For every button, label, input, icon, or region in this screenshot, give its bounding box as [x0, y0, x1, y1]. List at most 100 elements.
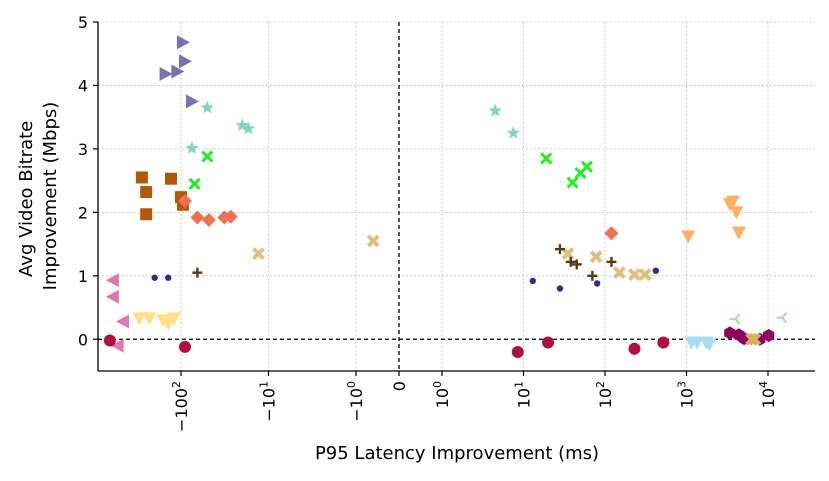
zero-reference-lines — [98, 22, 815, 371]
lightorange-triangle-down-point — [729, 206, 744, 220]
y-tick-label: 3 — [78, 140, 88, 159]
axes — [97, 22, 815, 372]
x-tick-label: −1002 — [170, 381, 191, 432]
y-tick-label: 1 — [78, 267, 88, 286]
series-green-x — [188, 150, 593, 190]
series-tan-plus — [252, 234, 652, 281]
pink-triangle-left-point — [116, 314, 130, 329]
orange-diamond-point — [604, 226, 619, 241]
paleyellow-triangle-down-point — [132, 312, 147, 326]
x-tick-label: 100 — [431, 381, 452, 408]
y-axis-ticks: 0 1 2 3 4 5 — [78, 13, 98, 349]
purple-triangle-right-point — [176, 35, 190, 50]
x-tick-label: 103 — [676, 381, 697, 408]
data-points — [103, 35, 788, 358]
teal-star-point — [488, 103, 502, 117]
darkbrown-plus-point — [554, 244, 565, 255]
series-pink-triangle-left — [105, 273, 130, 353]
darkbrown-plus-point — [571, 259, 582, 270]
gold-plus-point — [748, 332, 762, 346]
lightgreen-tri-left-point — [729, 313, 741, 325]
crimson-circle-point — [511, 345, 524, 358]
brown-square-point — [140, 186, 153, 199]
series-purple-triangle-right — [159, 35, 199, 109]
lightblue-triangle-down-point — [690, 336, 705, 350]
crimson-circle-point — [179, 340, 192, 353]
x-tick-label: 104 — [757, 381, 778, 408]
darkbrown-plus-point — [192, 267, 203, 278]
pink-triangle-left-point — [105, 273, 119, 288]
magenta-hexagon-point — [724, 326, 736, 340]
crimson-circle-point — [657, 336, 670, 349]
lightorange-triangle-down-point — [681, 230, 696, 244]
teal-star-point — [241, 121, 255, 135]
lightblue-triangle-down-point — [702, 338, 717, 352]
y-axis-title-line-2: Improvement (Mbps) — [40, 102, 61, 291]
purple-triangle-right-point — [179, 54, 193, 69]
lightorange-triangle-down-point — [725, 195, 740, 209]
teal-star-point — [200, 100, 214, 114]
series-orange-diamond — [178, 193, 619, 241]
tan-plus-point — [252, 247, 265, 261]
orange-diamond-point — [223, 209, 238, 224]
series-lightorange-triangle-down — [681, 195, 746, 244]
x-tick-label: 0 — [390, 381, 409, 391]
purple-triangle-right-point — [185, 94, 199, 109]
series-lightblue-triangle-down — [684, 336, 717, 352]
crimson-circle-point — [628, 342, 641, 355]
navy-dot-point — [593, 280, 601, 287]
purple-triangle-right-point — [171, 64, 185, 79]
darkbrown-plus-point — [587, 270, 598, 281]
pink-triangle-left-point — [110, 338, 124, 353]
tan-plus-point — [612, 266, 626, 280]
navy-dot-point — [652, 267, 659, 274]
series-darkbrown-plus — [192, 244, 617, 281]
teal-star-point — [185, 141, 199, 154]
navy-dot-point — [151, 274, 158, 281]
tan-plus-point — [366, 234, 380, 248]
orange-diamond-point — [201, 212, 216, 227]
x-tick-label: −101 — [258, 381, 279, 422]
y-axis-title: Avg Video Bitrate Improvement (Mbps) — [16, 102, 61, 291]
lightgreen-tri-left-point — [776, 312, 788, 324]
darkbrown-plus-point — [565, 256, 576, 267]
green-x-point — [188, 177, 201, 190]
y-tick-label: 4 — [78, 76, 88, 95]
y-tick-label: 5 — [78, 13, 88, 32]
brown-square-point — [135, 171, 148, 184]
series-teal-star — [185, 100, 520, 154]
green-x-point — [580, 160, 593, 173]
pink-triangle-left-point — [105, 289, 119, 304]
y-tick-label: 0 — [78, 330, 88, 349]
series-gold-plus — [745, 332, 762, 346]
teal-star-point — [235, 118, 249, 132]
orange-diamond-point — [190, 210, 205, 225]
brown-square-point — [140, 208, 153, 221]
paleyellow-triangle-down-point — [161, 317, 176, 331]
green-x-point — [201, 150, 214, 163]
teal-star-point — [506, 126, 520, 139]
x-tick-label: 102 — [594, 381, 615, 408]
lightorange-triangle-down-point — [731, 226, 746, 240]
series-crimson-circle — [103, 334, 670, 358]
x-axis-title: P95 Latency Improvement (ms) — [315, 443, 599, 464]
paleyellow-triangle-down-point — [142, 312, 157, 326]
grid — [98, 21, 815, 371]
green-x-point — [566, 176, 579, 189]
navy-dot-point — [556, 285, 564, 292]
brown-square-point — [165, 172, 178, 185]
series-lightgreen-tri-left — [729, 312, 788, 325]
tan-plus-point — [638, 268, 652, 281]
x-tick-label: 101 — [513, 381, 534, 408]
crimson-circle-point — [103, 334, 116, 347]
series-navy-dot — [151, 267, 659, 292]
orange-diamond-point — [178, 193, 193, 208]
magenta-hexagon-point — [763, 329, 775, 342]
y-tick-label: 2 — [78, 203, 88, 222]
gold-plus-point — [745, 332, 759, 346]
series-paleyellow-triangle-down — [132, 312, 182, 331]
purple-triangle-right-point — [159, 67, 173, 82]
tan-plus-point — [589, 250, 603, 264]
navy-dot-point — [529, 277, 536, 285]
